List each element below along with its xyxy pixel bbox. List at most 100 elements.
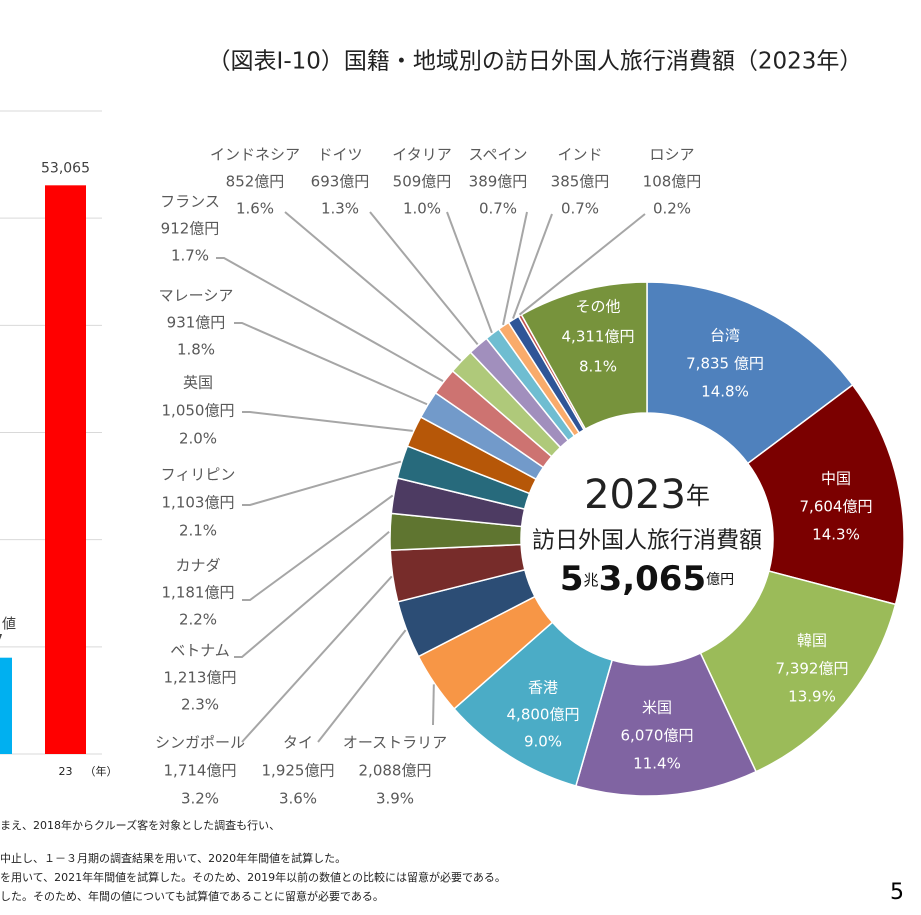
footnote: まえ、2018年からクルーズ客を対象とした調査も行い、 [0,818,280,832]
segment-name: 台湾 [710,327,740,345]
segment-value: 4,800億円 [507,706,580,724]
center-year-number: 2023 [584,472,686,518]
leader-line [242,494,394,601]
leader-line [242,460,402,506]
center-total-part: 5 [560,559,584,599]
segment-percent: 0.7% [479,200,517,218]
segment-value: 509億円 [393,173,452,191]
segment-value: 6,070億円 [621,727,694,745]
segment-name: 米国 [642,699,672,717]
segment-percent: 3.6% [279,790,317,808]
bar [0,657,12,754]
segment-name: ドイツ [317,146,362,164]
segment-percent: 1.7% [171,247,209,265]
segment-value: 1,050億円 [162,402,235,420]
center-total: 5兆3,065億円 [560,559,734,599]
bar [45,185,86,755]
segment-value: 693億円 [311,173,370,191]
leader-line [369,211,479,346]
segment-percent: 3.9% [376,790,414,808]
segment-name: 英国 [183,374,213,392]
segment-percent: 2.2% [179,611,217,629]
pie-segment [746,383,905,606]
segment-value: 931億円 [167,314,226,332]
leader-line [216,257,444,382]
segment-value: 385億円 [551,173,610,191]
leader-line [242,411,413,432]
leader-line [284,211,462,362]
segment-name: マレーシア [159,287,234,305]
segment-percent: 0.2% [653,200,691,218]
segment-percent: 0.7% [561,200,599,218]
center-total-part: 億円 [706,572,734,588]
segment-name: インド [557,146,602,164]
segment-value: 1,714億円 [164,762,237,780]
x-tick-label: 23 [59,765,73,778]
segment-value: 1,181億円 [162,584,235,602]
segment-value: 7,604億円 [800,498,873,516]
segment-percent: 1.0% [403,200,441,218]
data-label: 8,987 [0,633,3,649]
segment-percent: 2.1% [179,522,217,540]
segment-name: カナダ [175,557,220,575]
x-axis-label: （年） [85,764,118,778]
segment-name: ベトナム [170,642,230,660]
segment-name: 韓国 [797,632,827,650]
center-year: 2023年 [584,472,710,518]
data-label: 53,065 [41,160,90,176]
leader-line [234,531,390,658]
center-year-unit: 年 [686,482,710,510]
segment-percent: 14.3% [812,526,860,544]
segment-value: 1,213億円 [164,669,237,687]
center-title: 訪日外国人旅行消費額 [532,528,762,554]
bar-annotation: 値 [2,617,16,633]
leader-line [432,684,435,726]
segment-percent: 13.9% [788,688,836,706]
segment-name: ロシア [649,146,694,164]
center-total-part: 兆 [584,571,599,589]
pie-segment [520,281,648,431]
segment-percent: 1.3% [321,200,359,218]
segment-name: シンガポール [155,734,245,752]
segment-value: 852億円 [226,173,285,191]
footnote: を用いて、2021年年間値を試算した。そのため、2019年以前の数値との比較には… [0,870,506,884]
segment-percent: 9.0% [524,733,562,751]
segment-name: フランス [160,193,220,211]
segment-value: 389億円 [469,173,528,191]
pie-segment [699,570,897,773]
segment-name: タイ [283,734,313,752]
segment-name: オーストラリア [343,734,447,752]
leader-line [234,322,428,406]
segment-name: 香港 [528,679,558,697]
segment-name: イタリア [392,146,451,164]
segment-name: その他 [575,298,620,316]
leader-line [446,211,493,334]
segment-percent: 1.8% [177,341,215,359]
segment-value: 4,311億円 [562,328,635,346]
leader-line [317,629,407,743]
leader-line [518,213,646,316]
center-total-part: 3,065 [599,559,707,599]
segment-percent: 14.8% [701,383,749,401]
segment-value: 1,925億円 [262,762,335,780]
segment-percent: 2.0% [179,430,217,448]
footnote: した。そのため、年間の値についても試算値であることに留意が必要である。 [0,889,384,903]
segment-percent: 8.1% [579,358,617,376]
segment-value: 7,835 億円 [686,355,764,373]
slide-title: （図表Ⅰ-10）国籍・地域別の訪日外国人旅行消費額（2023年） [208,49,863,75]
pie-segment [646,281,854,465]
segment-value: 108億円 [643,173,702,191]
segment-name: インドネシア [210,146,300,164]
segment-percent: 1.6% [236,200,274,218]
segment-name: フィリピン [161,466,236,484]
page-number: 5 [890,880,904,905]
segment-value: 912億円 [161,220,220,238]
segment-value: 7,392億円 [776,660,849,678]
leader-line [502,211,528,326]
segment-percent: 2.3% [181,696,219,714]
leader-line [241,575,393,743]
segment-percent: 3.2% [181,790,219,808]
footnote: 中止し、１－３月期の調査結果を用いて、2020年年間値を試算した。 [0,851,346,865]
segment-percent: 11.4% [633,755,681,773]
